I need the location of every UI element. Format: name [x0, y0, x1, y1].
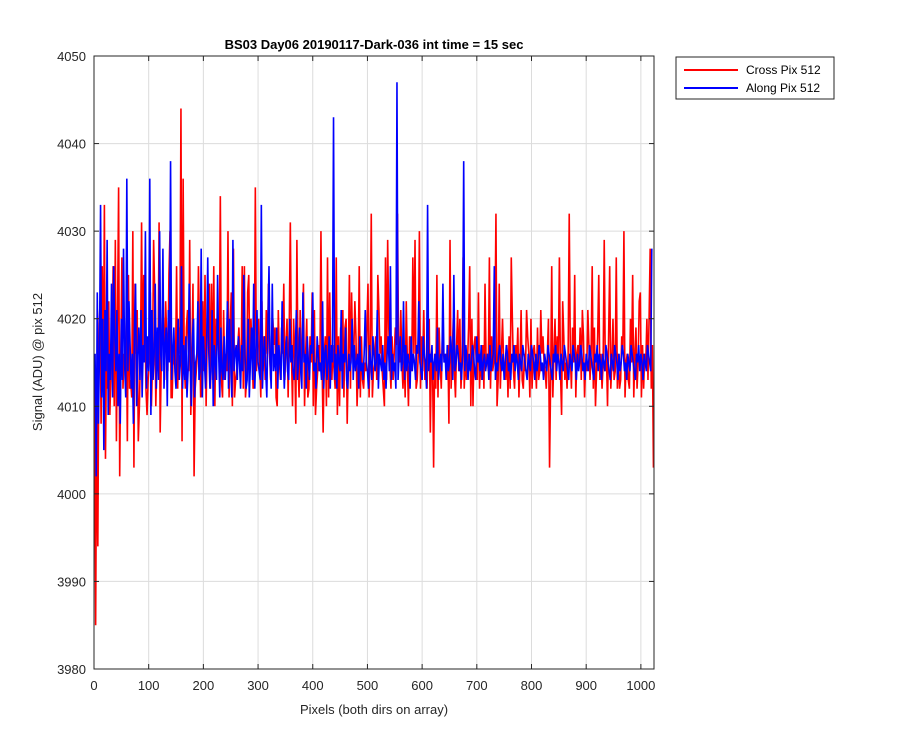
series-line-along-pix-512 — [94, 82, 653, 477]
y-tick-label: 3980 — [57, 662, 86, 677]
y-tick-label: 4040 — [57, 137, 86, 152]
chart-title: BS03 Day06 20190117-Dark-036 int time = … — [225, 37, 524, 52]
y-tick-label: 4000 — [57, 487, 86, 502]
x-tick-label: 0 — [90, 678, 97, 693]
series-layer — [93, 82, 655, 626]
x-tick-label: 100 — [138, 678, 160, 693]
y-tick-label: 4010 — [57, 399, 86, 414]
x-tick-label: 200 — [193, 678, 215, 693]
x-ticks: 0 100 200 300 400 500 600 700 800 900 1000 — [90, 56, 655, 693]
x-tick-label: 1000 — [626, 678, 655, 693]
legend: Cross Pix 512 Along Pix 512 — [675, 56, 835, 100]
legend-box — [675, 56, 835, 100]
x-tick-label: 500 — [357, 678, 379, 693]
y-tick-label: 3990 — [57, 574, 86, 589]
x-tick-label: 800 — [521, 678, 543, 693]
x-tick-label: 900 — [575, 678, 597, 693]
x-tick-label: 600 — [411, 678, 433, 693]
legend-label-cross: Cross Pix 512 — [746, 63, 821, 77]
y-tick-label: 4030 — [57, 224, 86, 239]
y-tick-label: 4050 — [57, 49, 86, 64]
y-tick-label: 4020 — [57, 312, 86, 327]
x-tick-label: 700 — [466, 678, 488, 693]
series-line-cross-pix-512 — [93, 108, 655, 626]
x-tick-label: 300 — [247, 678, 269, 693]
y-axis-label: Signal (ADU) @ pix 512 — [30, 293, 45, 431]
x-axis-label: Pixels (both dirs on array) — [300, 702, 448, 717]
y-ticks: 3980 3990 4000 4010 4020 4030 4040 4050 — [57, 49, 654, 677]
plot-frame — [93, 55, 655, 670]
x-tick-label: 400 — [302, 678, 324, 693]
legend-label-along: Along Pix 512 — [746, 81, 820, 95]
